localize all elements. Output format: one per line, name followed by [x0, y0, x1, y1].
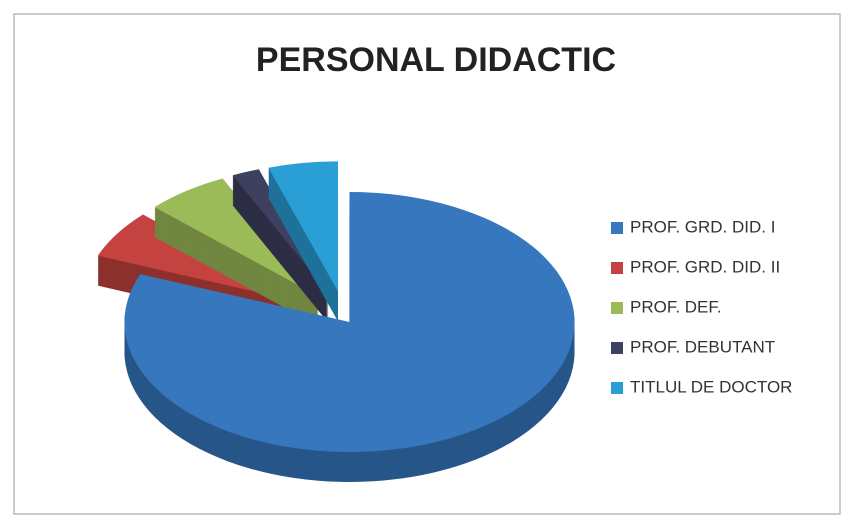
- slice-top: [154, 178, 319, 297]
- slice-top: [268, 161, 338, 292]
- legend-swatch: [611, 302, 623, 314]
- pie-slice: [232, 169, 329, 323]
- legend-label: PROF. DEF.: [630, 297, 722, 316]
- chart-title: PERSONAL DIDACTIC: [256, 41, 616, 79]
- legend-label: PROF. GRD. DID. I: [630, 217, 775, 236]
- slice-top: [232, 169, 329, 293]
- legend-label: PROF. GRD. DID. II: [630, 257, 780, 276]
- pie-slice: [124, 191, 575, 482]
- legend-swatch: [611, 262, 623, 274]
- legend-swatch: [611, 382, 623, 394]
- legend-label: PROF. DEBUTANT: [630, 337, 775, 356]
- pie-slice: [268, 161, 338, 322]
- slice-top: [124, 191, 575, 452]
- legend-swatch: [611, 222, 623, 234]
- legend-label: TITLUL DE DOCTOR: [630, 377, 792, 396]
- pie-slice: [154, 178, 319, 327]
- legend-swatch: [611, 342, 623, 354]
